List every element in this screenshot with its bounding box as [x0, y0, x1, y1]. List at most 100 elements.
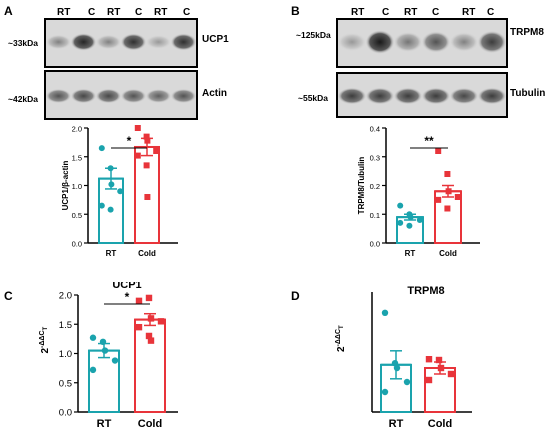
lane-label: RT — [351, 7, 365, 18]
data-point — [145, 294, 153, 302]
data-point — [157, 318, 165, 325]
panel-letter-c: C — [4, 289, 13, 303]
blot-band — [70, 33, 97, 51]
lane-label: RT — [462, 7, 476, 18]
data-point — [111, 357, 119, 364]
significance-label: * — [125, 290, 130, 304]
data-point — [381, 309, 389, 316]
blot-band — [338, 32, 367, 52]
x-tick-label: Cold — [138, 249, 156, 258]
data-point — [89, 334, 97, 341]
x-tick-label: RT — [405, 249, 416, 258]
data-point — [444, 205, 451, 212]
blot-b-top-label: TRPM8 — [510, 27, 544, 38]
x-tick-label: RT — [97, 418, 112, 430]
chart-d-trpm8-qpcr: TRPM8 2-ΔΔCT RT Cold — [335, 285, 472, 430]
data-point — [117, 188, 124, 195]
data-point — [397, 219, 404, 226]
chart-c-ucp1-qpcr: UCP1 0.0 0.5 1.0 1.5 2.0 2-ΔΔCT RT Cold * — [39, 282, 178, 430]
blot-a-top — [44, 18, 198, 68]
lane-label: C — [88, 7, 96, 18]
data-point — [134, 125, 141, 131]
data-point — [147, 337, 155, 344]
x-tick-label: RT — [106, 249, 117, 258]
data-point — [135, 323, 143, 331]
blot-band — [477, 87, 506, 105]
y-tick-label: 0.1 — [370, 211, 380, 220]
significance-label: ** — [424, 134, 434, 148]
lane-label: C — [183, 7, 191, 18]
blot-band — [421, 87, 451, 105]
y-axis-label: TRPM8/Tubulin — [357, 157, 366, 215]
data-point — [98, 202, 105, 209]
lane-label: C — [382, 7, 390, 18]
data-point — [98, 145, 105, 152]
data-point — [144, 194, 151, 200]
mw-label: ~42kDa — [8, 94, 39, 104]
chart-b-trpm8-western: 0.0 0.1 0.2 0.3 0.4 TRPM8/Tubulin RT Cold ** — [357, 125, 480, 258]
data-point — [135, 297, 143, 305]
y-tick-label: 2.0 — [59, 291, 72, 302]
y-tick-label: 0.0 — [59, 408, 72, 419]
lane-label: C — [432, 7, 440, 18]
y-tick-label: 0.0 — [72, 240, 82, 249]
blot-band — [365, 87, 395, 105]
blot-band — [95, 88, 122, 104]
y-tick-label: 0.4 — [370, 125, 380, 134]
y-axis-label: 2-ΔΔCT — [39, 326, 51, 353]
data-point — [99, 338, 107, 345]
data-point — [435, 356, 443, 364]
blot-band — [70, 88, 97, 104]
blot-band — [145, 34, 172, 50]
y-tick-label: 0.5 — [72, 211, 82, 220]
y-tick-label: 2.0 — [72, 125, 82, 134]
blot-band — [393, 31, 423, 53]
data-point — [406, 222, 413, 229]
data-point — [381, 388, 389, 396]
data-point — [425, 356, 433, 363]
blot-b-top — [336, 18, 508, 68]
blot-a-bottom — [44, 70, 198, 120]
x-tick-label: Cold — [439, 249, 457, 258]
lane-label: RT — [107, 7, 121, 18]
y-axis-label: UCP1/β-actin — [61, 160, 70, 210]
data-point — [143, 133, 150, 140]
blot-a-top-bands — [46, 33, 196, 51]
blot-band — [145, 88, 172, 104]
data-point — [425, 376, 433, 384]
data-point — [89, 366, 97, 374]
data-point — [454, 194, 461, 200]
blot-band — [120, 88, 147, 104]
chart-title: UCP1 — [112, 282, 141, 291]
lane-label: RT — [154, 7, 168, 18]
y-tick-label: 0.2 — [370, 182, 380, 191]
lane-label: RT — [57, 7, 71, 18]
chart-title: TRPM8 — [407, 285, 444, 297]
blot-band — [170, 88, 196, 104]
data-point — [108, 181, 115, 188]
data-point — [416, 217, 423, 223]
y-tick-label: 0.0 — [370, 240, 380, 249]
blot-a-bottom-bands — [46, 88, 196, 104]
blot-a-bottom-label: Actin — [202, 88, 227, 99]
data-point — [101, 347, 109, 354]
blot-b-bottom — [336, 72, 508, 118]
data-point — [445, 188, 452, 195]
lane-label: RT — [404, 7, 418, 18]
data-point — [444, 171, 451, 177]
y-tick-label: 0.5 — [59, 378, 72, 389]
blot-band — [477, 30, 506, 54]
x-tick-label: Cold — [138, 418, 162, 430]
significance-label: * — [127, 134, 132, 148]
panel-letter-b: B — [291, 4, 300, 18]
blot-band — [46, 88, 72, 104]
blot-band — [170, 33, 196, 51]
panel-letter-d: D — [291, 289, 300, 303]
lane-label: C — [487, 7, 495, 18]
data-point — [143, 162, 150, 169]
blot-band — [393, 87, 423, 105]
data-point — [435, 148, 442, 154]
mw-label: ~55kDa — [298, 93, 329, 103]
data-point — [393, 364, 401, 372]
blot-band — [46, 34, 72, 50]
